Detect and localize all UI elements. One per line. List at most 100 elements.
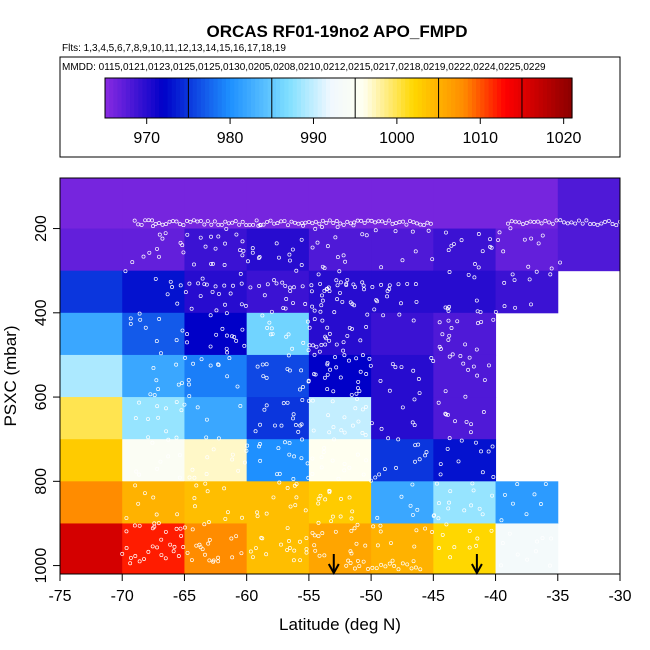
colorbar-swatch xyxy=(342,78,348,118)
observation-point xyxy=(306,378,311,383)
observation-point xyxy=(320,218,325,223)
observation-point xyxy=(352,303,357,308)
observation-point xyxy=(513,305,518,310)
observation-point xyxy=(293,423,298,427)
observation-point xyxy=(151,366,156,370)
observation-point xyxy=(174,435,179,440)
observation-point xyxy=(333,355,337,360)
observation-point xyxy=(453,419,457,424)
observation-point xyxy=(274,241,279,246)
observation-point xyxy=(349,551,354,556)
observation-point xyxy=(436,400,441,405)
observation-point xyxy=(423,453,428,458)
observation-point xyxy=(401,219,405,224)
observation-point xyxy=(159,537,164,542)
colorbar-swatch xyxy=(109,78,114,118)
observation-point xyxy=(363,404,368,409)
observation-point xyxy=(312,352,317,357)
heatmap-cell xyxy=(122,481,185,524)
observation-point xyxy=(285,400,290,405)
observation-point xyxy=(371,524,376,529)
observation-point xyxy=(157,254,161,259)
observation-point xyxy=(502,280,507,285)
observation-point xyxy=(411,559,416,564)
observation-point xyxy=(165,292,170,297)
observation-point xyxy=(501,249,506,254)
heatmap-cell xyxy=(371,312,434,356)
observation-point xyxy=(178,240,183,245)
observation-point xyxy=(411,512,415,517)
observation-point xyxy=(284,334,289,339)
observation-point xyxy=(532,451,537,456)
observation-point xyxy=(444,412,449,417)
observation-point xyxy=(554,218,559,223)
observation-point xyxy=(310,456,315,461)
observation-point xyxy=(507,531,512,536)
observation-point xyxy=(285,485,290,490)
colorbar-swatch xyxy=(305,78,310,118)
observation-point xyxy=(183,290,188,295)
observation-point xyxy=(319,303,324,308)
observation-point xyxy=(176,382,181,387)
observation-point xyxy=(211,558,216,563)
observation-point xyxy=(222,486,227,491)
colorbar-swatch xyxy=(163,78,169,118)
colorbar-swatch xyxy=(234,78,240,118)
colorbar-swatch xyxy=(159,78,164,118)
observation-point xyxy=(216,234,221,239)
colorbar-swatch xyxy=(376,78,381,118)
observation-point xyxy=(285,526,290,530)
observation-point xyxy=(334,365,339,370)
observation-point xyxy=(240,253,245,258)
y-tick-label: 400 xyxy=(33,299,50,326)
observation-point xyxy=(469,503,474,508)
observation-point xyxy=(306,220,311,224)
observation-point xyxy=(539,221,544,226)
observation-point xyxy=(345,277,350,282)
heatmap-cell xyxy=(60,228,123,272)
observation-point xyxy=(203,244,208,249)
observation-point xyxy=(394,221,398,226)
observation-point xyxy=(491,317,496,322)
observation-point xyxy=(216,362,220,367)
observation-point xyxy=(287,440,292,445)
observation-point xyxy=(179,408,184,413)
colorbar-swatch xyxy=(371,78,377,118)
observation-point xyxy=(599,221,604,226)
observation-point xyxy=(248,285,253,290)
observation-point xyxy=(132,218,137,223)
observation-point xyxy=(190,527,195,532)
observation-point xyxy=(159,351,163,356)
observation-point xyxy=(198,219,203,223)
observation-point xyxy=(411,220,416,225)
colorbar-swatch xyxy=(150,78,156,118)
observation-point xyxy=(123,269,128,274)
colorbar-swatch xyxy=(171,78,177,118)
observation-point xyxy=(172,544,177,549)
colorbar-swatch xyxy=(313,78,319,118)
observation-point xyxy=(317,349,322,354)
observation-point xyxy=(488,244,493,249)
observation-point xyxy=(342,461,347,466)
observation-point xyxy=(443,389,448,394)
colorbar-swatch xyxy=(209,78,215,118)
observation-point xyxy=(229,536,234,541)
observation-point xyxy=(444,522,449,527)
observation-point xyxy=(390,558,395,563)
observation-point xyxy=(417,391,422,396)
observation-point xyxy=(299,262,304,267)
observation-point xyxy=(286,353,291,358)
observation-point xyxy=(243,303,248,308)
observation-point xyxy=(387,218,391,223)
arrow-head xyxy=(327,563,340,576)
heatmap-cell xyxy=(122,270,185,314)
observation-point xyxy=(288,504,293,509)
observation-point xyxy=(178,222,182,227)
colorbar-swatch xyxy=(563,78,569,118)
observation-point xyxy=(447,333,452,338)
observation-point xyxy=(449,243,454,248)
observation-point xyxy=(241,248,246,253)
observation-point xyxy=(204,435,209,440)
observation-point xyxy=(320,225,324,229)
observation-point xyxy=(159,553,164,557)
